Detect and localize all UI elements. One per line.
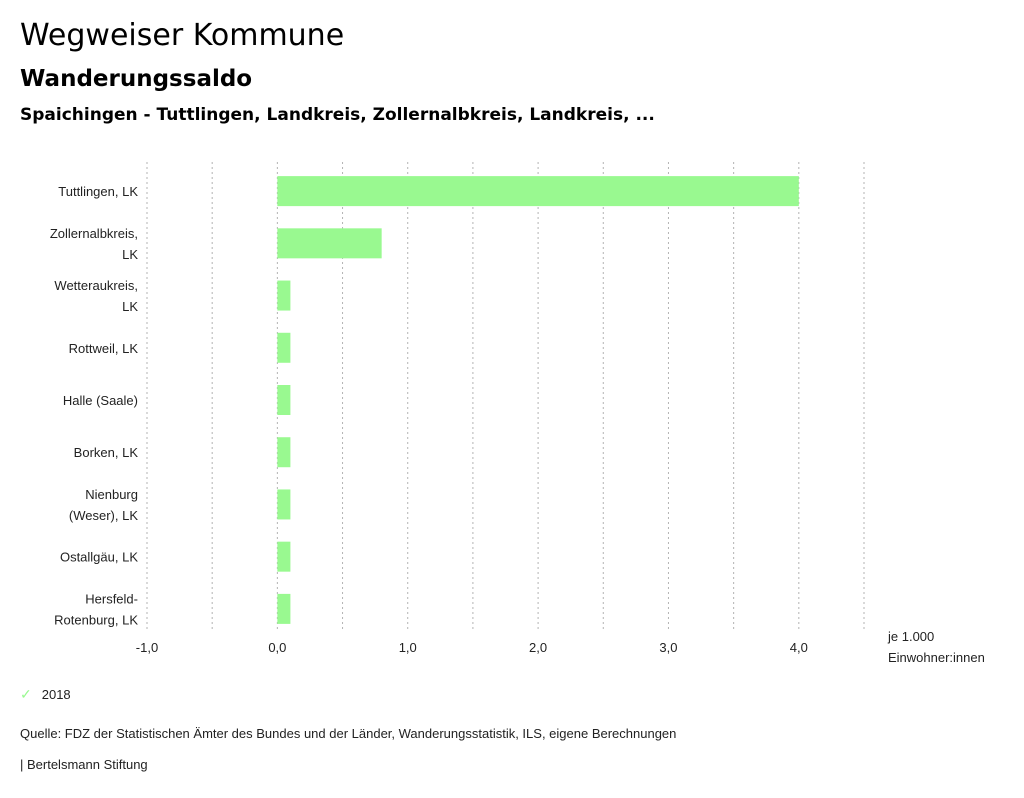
- grid-lines: [146, 162, 865, 632]
- category-label: Rottweil, LK: [69, 341, 139, 356]
- category-label: Borken, LK: [74, 445, 139, 460]
- category-label: Zollernalbkreis, LK: [50, 226, 138, 262]
- comparison-title: Spaichingen - Tuttlingen, Landkreis, Zol…: [20, 105, 655, 125]
- category-label: Ostallgäu, LK: [60, 550, 138, 565]
- category-label: Nienburg (Weser), LK: [69, 487, 138, 523]
- page-title: Wegweiser Kommune: [20, 18, 345, 53]
- bar: [277, 437, 291, 468]
- bars: [277, 176, 799, 624]
- bar-chart: Tuttlingen, LK Zollernalbkreis, LK Wetterau…: [50, 162, 985, 665]
- category-label: Halle (Saale): [63, 393, 138, 408]
- indicator-title: Wanderungssaldo: [20, 66, 253, 92]
- bar: [277, 332, 291, 363]
- category-labels: Tuttlingen, LK Zollernalbkreis, LK Wetterau…: [50, 184, 138, 627]
- legend-label: 2018: [41, 687, 71, 702]
- bar: [277, 385, 291, 415]
- x-axis-unit: je 1.000 Einwohner:innen: [887, 629, 985, 665]
- x-tick-label: -1,0: [136, 640, 158, 655]
- bar: [277, 280, 291, 311]
- x-tick-label: 4,0: [790, 640, 808, 655]
- x-axis-unit-label: je 1.000 Einwohner:innen: [887, 629, 985, 665]
- bar: [277, 593, 291, 624]
- credit-note: | Bertelsmann Stiftung: [20, 757, 148, 772]
- legend-item-2018[interactable]: ✓ 2018: [20, 686, 71, 703]
- x-tick-label: 1,0: [399, 640, 417, 655]
- bar: [277, 489, 291, 520]
- x-tick-label: 3,0: [659, 640, 677, 655]
- bar: [277, 176, 799, 207]
- bar: [277, 541, 291, 572]
- bar: [277, 228, 382, 259]
- source-note: Quelle: FDZ der Statistischen Ämter des …: [20, 726, 677, 741]
- category-label: Hersfeld-Rotenburg, LK: [54, 591, 138, 627]
- x-tick-label: 0,0: [268, 640, 286, 655]
- x-tick-labels: -1,0 0,0 1,0 2,0 3,0 4,0: [136, 640, 808, 655]
- x-tick-label: 2,0: [529, 640, 547, 655]
- category-label: Wetteraukreis, LK: [54, 278, 138, 314]
- category-label: Tuttlingen, LK: [58, 184, 138, 199]
- check-icon: ✓: [20, 686, 32, 702]
